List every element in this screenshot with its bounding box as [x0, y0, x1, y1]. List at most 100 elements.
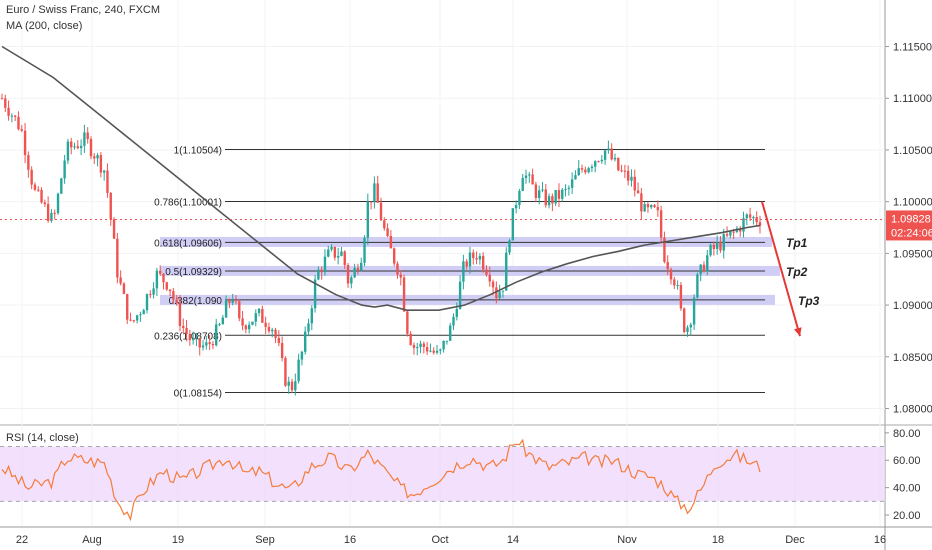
candle-body — [603, 150, 607, 160]
rsi-legend: RSI (14, close) — [6, 432, 79, 444]
candle-body — [13, 115, 17, 117]
candle-body — [409, 333, 412, 345]
candle-body — [247, 324, 251, 330]
candle-body — [17, 116, 20, 130]
candle-body — [389, 236, 393, 249]
candle-body — [455, 308, 458, 317]
candle-body — [307, 323, 310, 332]
rsi-band-layer — [0, 446, 885, 502]
candle-body — [234, 300, 238, 302]
candle-body — [297, 359, 300, 382]
candle-body — [557, 190, 561, 199]
candle-body — [83, 132, 86, 146]
candle-body — [152, 288, 155, 295]
candle-body — [564, 188, 567, 190]
candle-body — [158, 270, 162, 274]
candle-body — [96, 155, 99, 159]
fib-level-label: 0.618(1.09606) — [154, 238, 222, 249]
candle-body — [584, 169, 587, 173]
grid-lines — [0, 0, 885, 526]
rsi-tick-label: 40.00 — [893, 483, 921, 495]
candle-body — [646, 203, 650, 208]
candle-body — [304, 331, 307, 352]
candle-body — [86, 132, 89, 140]
time-tick-label: 16 — [344, 534, 356, 546]
candle-body — [445, 340, 449, 342]
candle-body — [758, 222, 762, 226]
candle-body — [89, 139, 93, 157]
candle-body — [452, 316, 455, 326]
time-tick-label: 22 — [16, 534, 28, 546]
candle-body — [50, 212, 53, 221]
candle-body — [567, 187, 571, 189]
candle-body — [195, 338, 198, 340]
fibonacci-levels: 1(1.10504) 0.786(1.10001) 0.618(1.09606) 0.… — [154, 146, 765, 400]
candle-body — [406, 311, 409, 334]
rsi-line — [1, 438, 761, 522]
arrow-head — [794, 327, 802, 337]
candle-body — [310, 308, 313, 324]
rsi-tick-label: 60.00 — [893, 455, 921, 467]
candle-body — [610, 148, 613, 160]
candle-body — [182, 325, 185, 329]
fib-level-label: 0.786(1.10001) — [154, 198, 222, 209]
candle-body — [264, 322, 267, 327]
candle-body — [613, 157, 617, 160]
candle-body — [412, 344, 416, 348]
candle-body — [607, 148, 610, 151]
candle-body — [284, 357, 287, 386]
candle-body — [238, 301, 241, 319]
candle-body — [429, 350, 432, 352]
candle-body — [439, 349, 442, 351]
chart-title: Euro / Swiss Franc, 240, FXCM — [6, 4, 161, 16]
candle-body — [419, 343, 422, 348]
candle-body — [699, 264, 702, 275]
candle-body — [501, 290, 505, 292]
candle-body — [274, 329, 277, 338]
candle-body — [139, 314, 142, 316]
candle-body — [521, 178, 524, 191]
fib-level-label: 0(1.08154) — [174, 389, 222, 400]
price-tick-label: 1.10500 — [893, 145, 932, 157]
candle-body — [191, 339, 195, 341]
moving-average-layer — [1, 45, 761, 312]
candle-body — [551, 196, 554, 204]
candle-body — [561, 189, 564, 199]
candle-body — [399, 274, 402, 278]
candle-body — [518, 190, 521, 206]
candle-body — [481, 255, 485, 270]
candle-body — [531, 174, 534, 185]
candle-body — [435, 350, 439, 353]
candle-body — [109, 192, 112, 220]
candle-body — [112, 219, 116, 239]
rsi-tick-label: 80.00 — [893, 428, 921, 440]
candle-body — [162, 273, 165, 283]
candle-body — [719, 242, 722, 251]
candle-body — [626, 170, 630, 181]
fib-level-label: 0.236(1.08708) — [154, 331, 222, 342]
candle-body — [577, 168, 580, 176]
ma-legend: MA (200, close) — [6, 20, 83, 32]
candle-body — [396, 263, 399, 275]
candle-body — [122, 283, 126, 294]
price-badge-price: 1.09828 — [891, 213, 931, 225]
candle-body — [79, 145, 83, 149]
candle-body — [715, 242, 719, 249]
candle-body — [43, 202, 47, 205]
candle-body — [205, 342, 208, 346]
candle-body — [330, 246, 333, 250]
candle-body — [752, 217, 755, 219]
candle-body — [709, 244, 712, 256]
candle-body — [547, 196, 551, 206]
candle-body — [135, 315, 139, 321]
candle-body — [76, 146, 79, 149]
candle-body — [663, 237, 666, 262]
time-tick-label: Aug — [82, 534, 102, 546]
candle-body — [280, 343, 284, 358]
candle-body — [686, 327, 689, 332]
candle-body — [580, 168, 584, 170]
candle-body — [475, 258, 478, 260]
candle-body — [498, 291, 501, 299]
candle-body — [683, 308, 686, 332]
candle-body — [73, 146, 76, 148]
